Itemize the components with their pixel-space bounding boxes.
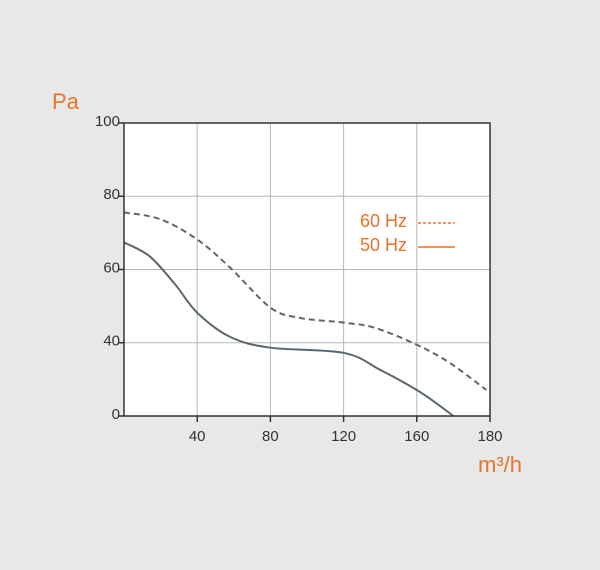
y-axis-label: Pa (52, 89, 80, 114)
x-tick-label: 120 (331, 428, 356, 445)
curve (123, 211, 487, 391)
y-tick-label: 40 (103, 333, 120, 350)
legend-label: 60 Hz (360, 211, 407, 231)
curve (123, 241, 455, 417)
legend: 60 Hz 50 Hz (360, 211, 455, 255)
x-axis-label: m³/h (478, 452, 522, 477)
legend-label: 50 Hz (360, 235, 407, 255)
y-tick-label: 60 (103, 259, 120, 276)
x-tick-label: 160 (404, 428, 429, 445)
curves (123, 211, 487, 417)
y-tick-label: 100 (95, 113, 120, 130)
x-tick-label: 180 (477, 428, 502, 445)
x-tick-label: 40 (189, 428, 206, 445)
y-tick-label: 80 (103, 186, 120, 203)
y-tick-label: 0 (112, 406, 120, 423)
x-tick-label: 80 (262, 428, 279, 445)
ticks: 40 80 120 160 180 0 40 60 80 100 (95, 113, 503, 445)
